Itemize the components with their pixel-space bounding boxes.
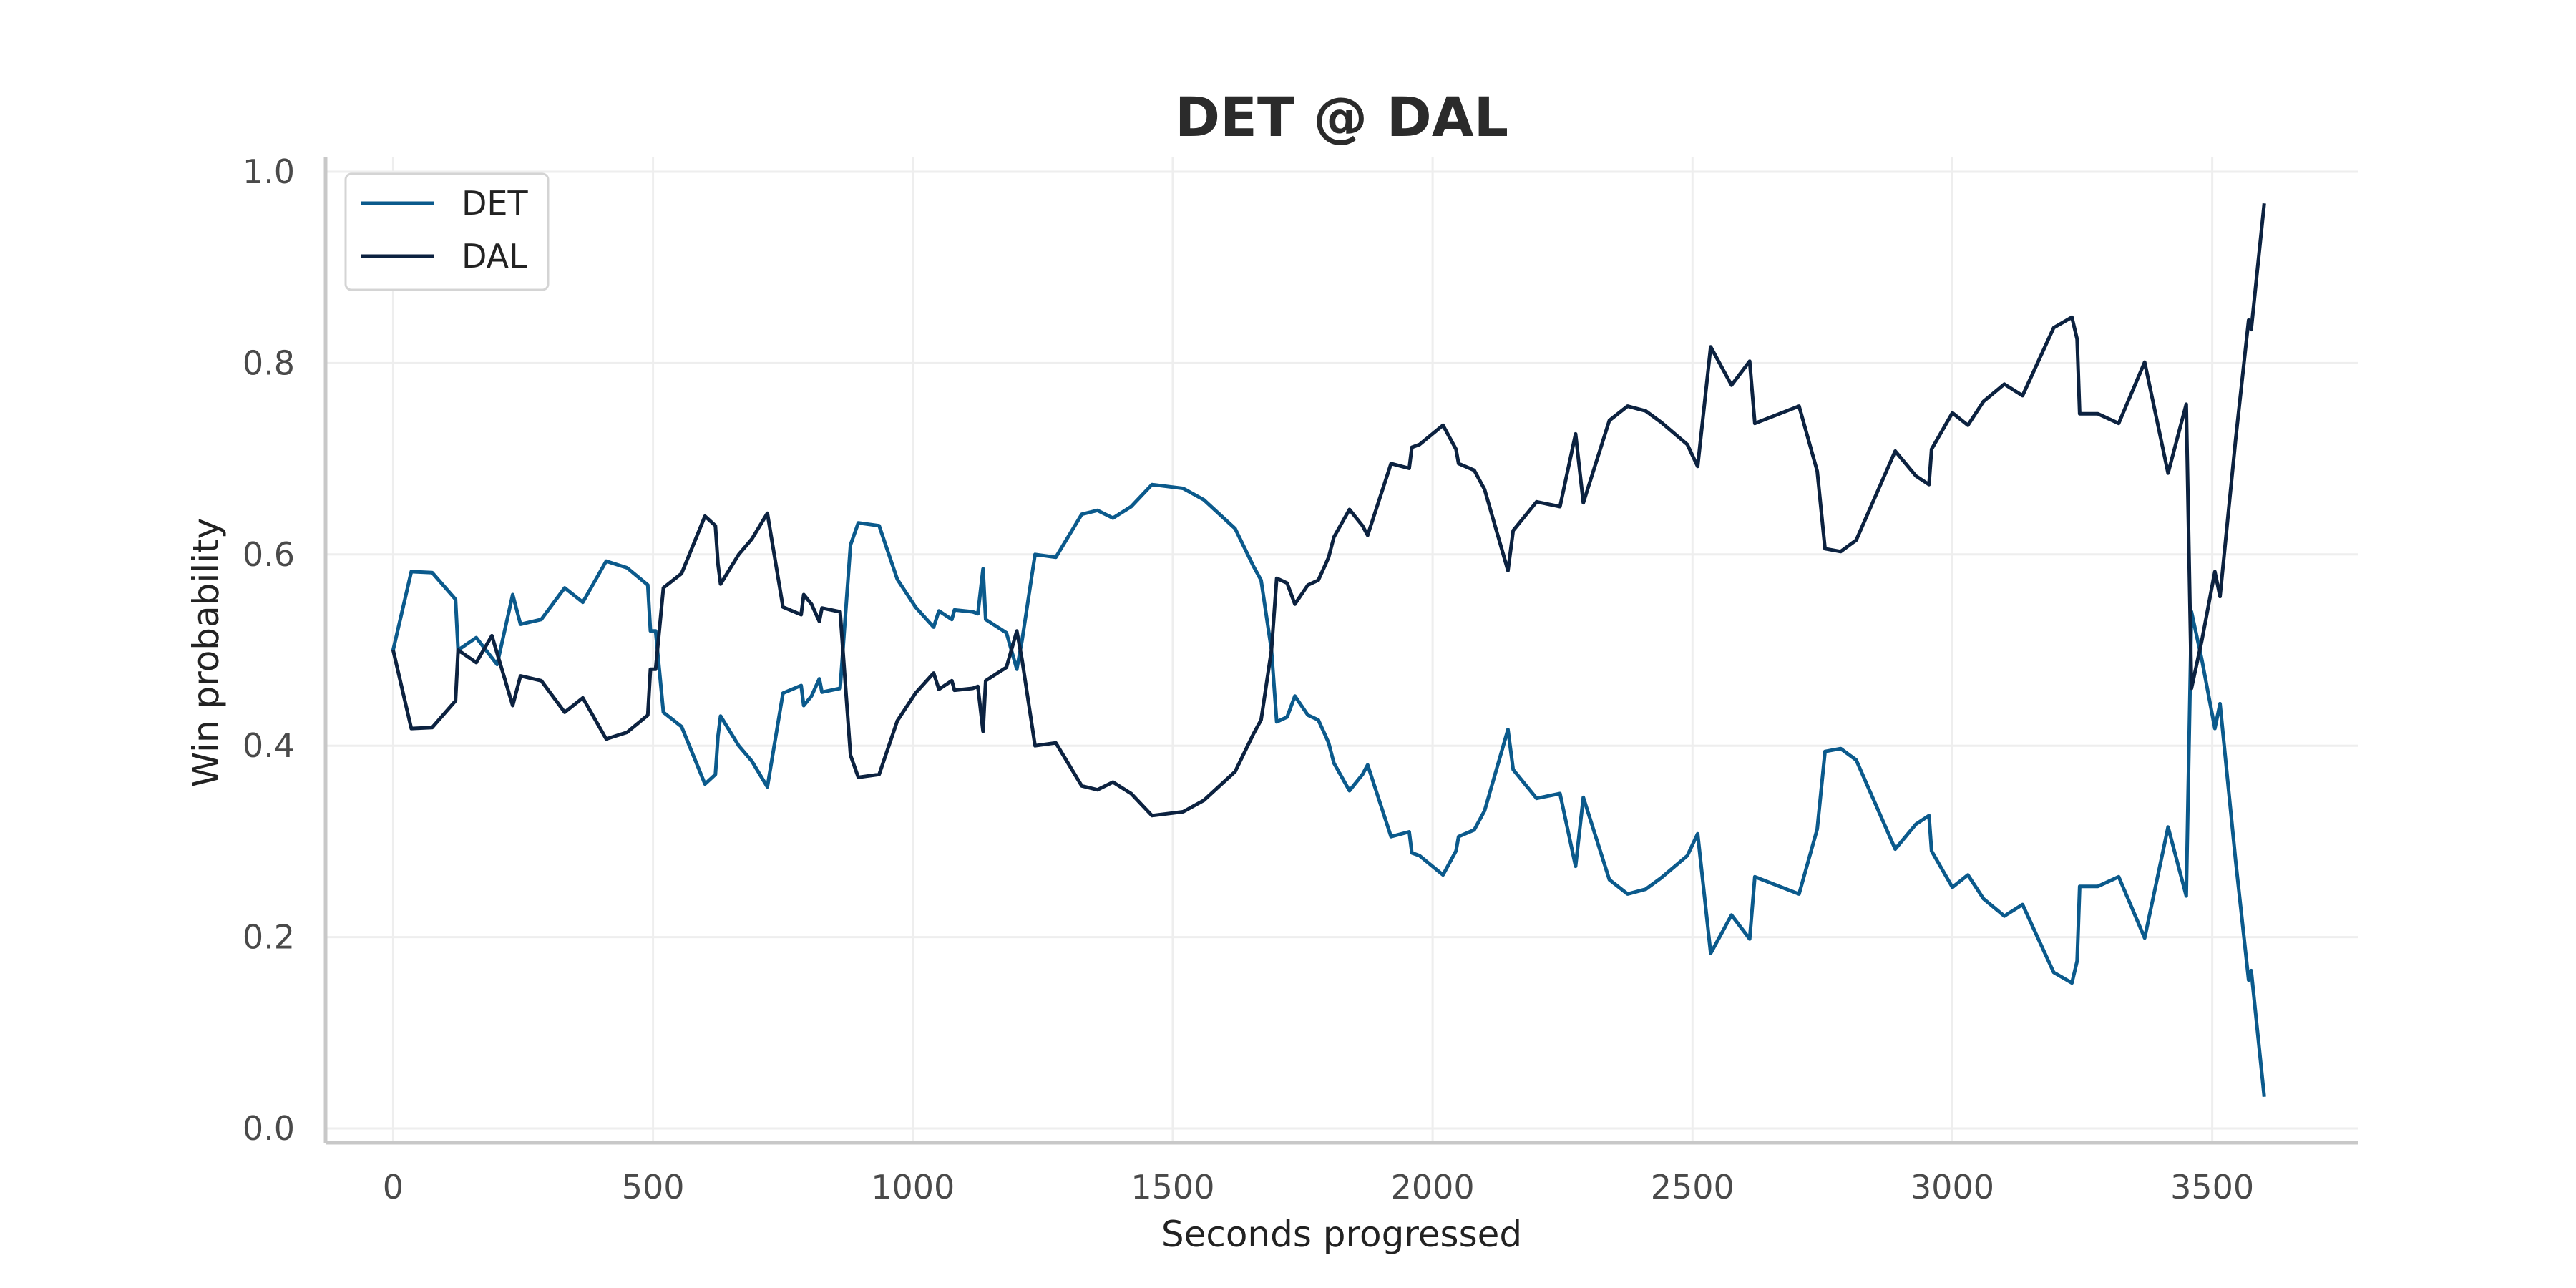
y-tick-label: 0.4: [243, 726, 295, 765]
x-tick-label: 2000: [1391, 1168, 1475, 1206]
x-tick-label: 2500: [1651, 1168, 1735, 1206]
series-layer: [391, 203, 2266, 1098]
y-tick-label: 0.2: [243, 918, 295, 957]
y-axis-label: Win probability: [185, 518, 227, 788]
x-tick-label: 3000: [1911, 1168, 1994, 1206]
series-line-dal: [391, 203, 2266, 818]
legend-label-det: DET: [462, 184, 528, 223]
y-tick-label: 0.6: [243, 535, 295, 574]
legend-label-dal: DAL: [462, 237, 527, 275]
series-line-det: [391, 482, 2266, 1098]
x-tick-label: 1000: [871, 1168, 955, 1206]
y-tick-label: 0.0: [243, 1109, 295, 1148]
x-tick-label: 0: [383, 1168, 404, 1206]
y-tick-label: 0.8: [243, 343, 295, 382]
x-tick-label: 3500: [2170, 1168, 2254, 1206]
y-tick-label: 1.0: [243, 152, 295, 191]
x-tick-label: 1500: [1131, 1168, 1214, 1206]
x-tick-label: 500: [622, 1168, 685, 1206]
chart-title: DET @ DAL: [1175, 85, 1508, 149]
legend: DET DAL: [344, 172, 550, 291]
grid-lines: [326, 157, 2358, 1143]
x-axis-label: Seconds progressed: [1161, 1214, 1522, 1255]
y-tick-labels: 0.0 0.2 0.4 0.6 0.8 1.0: [243, 152, 295, 1148]
x-tick-labels: 0 500 1000 1500 2000 2500 3000 3500: [383, 1168, 2254, 1206]
